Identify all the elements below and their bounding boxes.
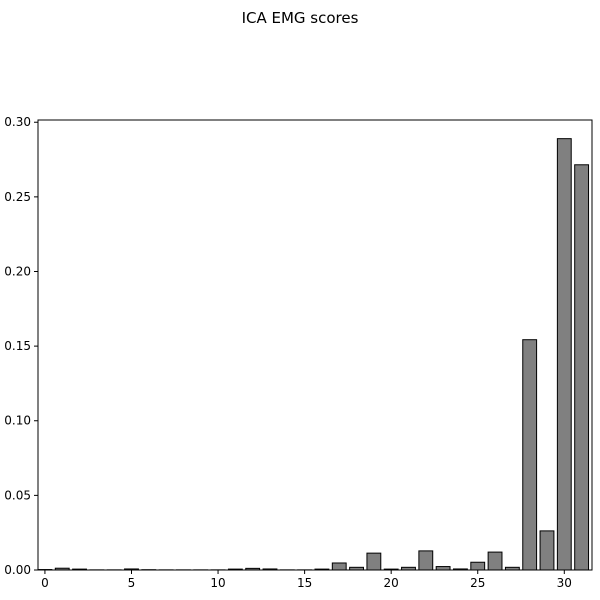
bar-30 [556, 138, 572, 571]
bar-19 [366, 552, 382, 571]
bar-31 [574, 164, 590, 571]
x-tick-label: 15 [297, 576, 312, 590]
bars-group [37, 138, 590, 571]
x-axis-ticks: 0 5 10 15 20 25 30 [41, 570, 572, 590]
bar-29 [539, 530, 555, 571]
y-tick-label: 0.05 [4, 488, 31, 502]
x-tick-label: 20 [384, 576, 399, 590]
x-tick-label: 0 [41, 576, 49, 590]
x-tick-label: 25 [470, 576, 485, 590]
x-tick-label: 30 [557, 576, 572, 590]
y-axis-ticks: 0.00 0.05 0.10 0.15 0.20 0.25 0.30 [4, 115, 38, 577]
y-tick-label: 0.10 [4, 414, 31, 428]
x-tick-label: 5 [128, 576, 136, 590]
y-tick-label: 0.15 [4, 339, 31, 353]
axes-frame [37, 119, 593, 571]
bar-26 [487, 551, 503, 571]
y-tick-label: 0.20 [4, 264, 31, 278]
chart-title: ICA EMG scores [241, 9, 359, 27]
y-tick-label: 0.25 [4, 190, 31, 204]
x-tick-label: 10 [210, 576, 225, 590]
bar-17 [331, 562, 347, 571]
bar-25 [470, 561, 486, 571]
y-tick-label: 0.00 [4, 563, 31, 577]
bar-22 [418, 550, 434, 571]
bar-28 [522, 339, 538, 571]
bar-23 [435, 566, 451, 571]
y-tick-label: 0.30 [4, 115, 31, 129]
